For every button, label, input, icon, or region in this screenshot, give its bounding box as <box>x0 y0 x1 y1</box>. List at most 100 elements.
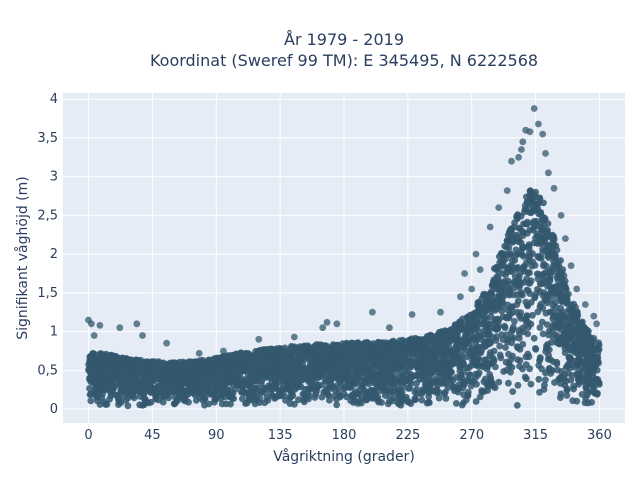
data-point <box>539 330 547 338</box>
data-point <box>303 366 311 374</box>
data-point <box>526 290 534 297</box>
y-tick-label: 1 <box>50 325 58 340</box>
data-point <box>414 361 422 369</box>
data-point <box>505 379 512 387</box>
data-point <box>544 246 552 254</box>
data-point <box>569 310 576 317</box>
data-point <box>476 266 484 273</box>
data-point <box>277 390 285 398</box>
data-point <box>475 343 482 351</box>
data-point <box>87 390 95 398</box>
data-point <box>240 388 248 395</box>
data-point <box>97 350 104 357</box>
data-point <box>499 313 507 321</box>
data-point <box>441 388 449 396</box>
data-point <box>584 370 592 378</box>
data-point <box>477 349 484 357</box>
data-point <box>518 244 526 252</box>
data-point <box>213 377 220 385</box>
data-point <box>344 341 352 349</box>
x-tick-label: 270 <box>459 428 484 443</box>
data-point <box>319 362 327 370</box>
data-point <box>311 394 319 401</box>
data-point <box>261 384 269 392</box>
data-point <box>119 386 126 394</box>
data-point <box>284 359 292 367</box>
data-point <box>283 379 291 387</box>
data-point <box>452 334 459 342</box>
data-point <box>503 331 510 339</box>
data-point <box>542 150 549 157</box>
data-point <box>440 329 447 336</box>
data-point <box>473 318 481 326</box>
data-point <box>437 308 444 316</box>
data-point <box>570 385 577 393</box>
data-point <box>248 353 256 361</box>
data-point <box>490 301 498 308</box>
data-point <box>563 385 571 393</box>
data-point <box>508 334 516 341</box>
data-point <box>519 229 527 237</box>
data-point <box>264 396 272 404</box>
data-point <box>480 363 487 371</box>
data-point <box>93 385 101 392</box>
data-point <box>242 367 250 374</box>
data-point <box>514 211 522 219</box>
data-point <box>538 212 546 220</box>
data-point <box>146 359 153 366</box>
data-point <box>544 291 551 299</box>
data-point <box>310 382 318 390</box>
data-point <box>562 377 570 385</box>
data-point <box>205 400 213 408</box>
data-point <box>525 244 533 252</box>
data-point <box>406 378 413 386</box>
data-point <box>542 309 550 317</box>
data-point <box>549 333 557 341</box>
data-point <box>425 393 433 400</box>
data-point <box>189 371 197 379</box>
data-point <box>244 380 252 388</box>
data-point <box>519 138 527 146</box>
data-point <box>484 387 492 394</box>
data-point <box>565 336 572 343</box>
data-point <box>540 262 547 270</box>
data-point <box>505 313 512 320</box>
data-point <box>176 361 184 368</box>
data-point <box>386 324 393 332</box>
data-point <box>495 378 503 386</box>
data-point <box>199 373 207 380</box>
data-point <box>553 262 560 270</box>
data-point <box>536 220 544 228</box>
data-point <box>226 352 234 359</box>
data-point <box>575 378 583 386</box>
data-point <box>97 359 105 366</box>
data-point <box>593 320 600 328</box>
data-point <box>239 354 246 361</box>
data-point <box>569 397 577 405</box>
data-point <box>503 366 511 374</box>
data-point <box>271 380 279 388</box>
data-point <box>550 321 557 329</box>
data-point <box>528 206 536 214</box>
data-point <box>222 377 229 385</box>
data-point <box>465 388 472 396</box>
data-point <box>499 299 507 307</box>
y-tick-label: 0,5 <box>37 363 58 378</box>
data-point <box>545 169 552 177</box>
data-point <box>300 391 308 398</box>
data-point <box>90 332 98 339</box>
data-point <box>401 368 409 376</box>
data-point <box>461 270 468 277</box>
data-point <box>213 354 221 362</box>
x-tick-label: 0 <box>84 428 92 443</box>
data-point <box>522 193 530 201</box>
data-point <box>336 393 344 401</box>
y-tick-label: 2 <box>50 247 58 262</box>
data-point <box>542 376 549 384</box>
x-tick-label: 360 <box>587 428 612 443</box>
data-point <box>333 401 341 409</box>
data-point <box>165 394 173 402</box>
data-point <box>140 369 147 376</box>
data-point <box>427 371 435 378</box>
